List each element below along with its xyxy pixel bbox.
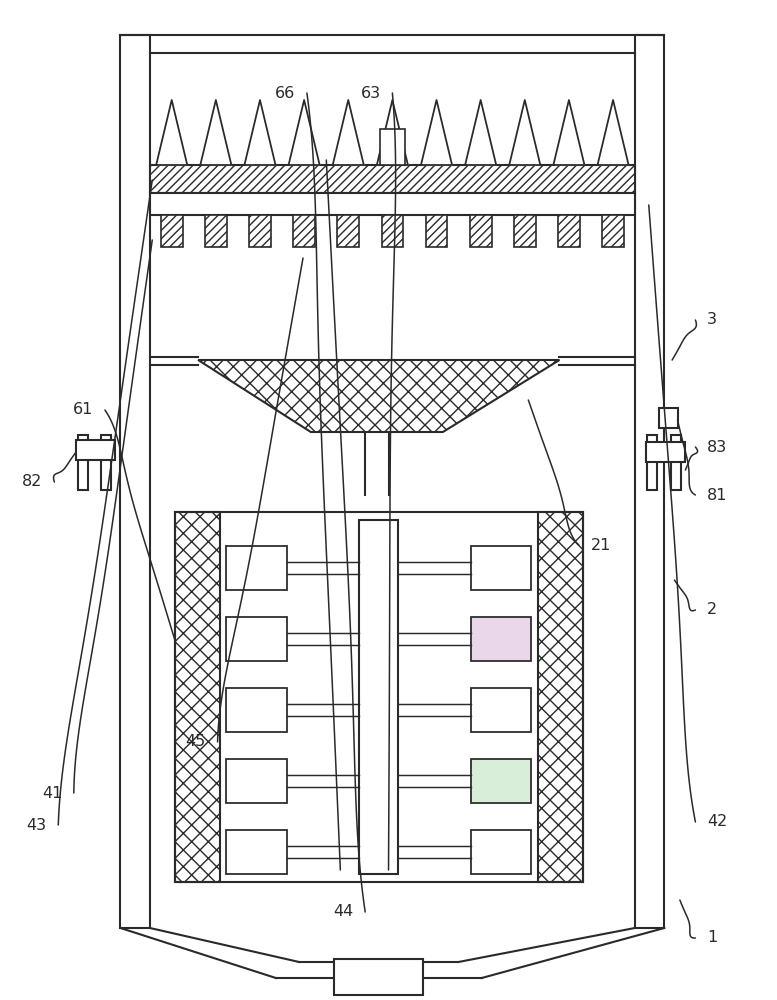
Bar (659, 408, 678, 428)
Text: 2: 2 (707, 602, 717, 617)
Bar (293, 215, 315, 247)
Text: 63: 63 (361, 86, 381, 101)
Bar (120, 35, 150, 928)
Bar (380, 129, 405, 165)
Bar (337, 215, 359, 247)
Bar (334, 959, 423, 995)
Bar (226, 546, 287, 590)
Bar (426, 215, 448, 247)
Text: 43: 43 (26, 818, 47, 832)
Bar (558, 215, 580, 247)
Bar (175, 512, 583, 882)
Text: 66: 66 (275, 86, 295, 101)
Bar (249, 215, 271, 247)
Text: 83: 83 (707, 440, 727, 454)
Bar (471, 688, 531, 732)
Bar (161, 215, 183, 247)
Bar (205, 215, 227, 247)
Polygon shape (200, 100, 232, 165)
Text: 42: 42 (707, 814, 727, 830)
Polygon shape (156, 100, 187, 165)
Polygon shape (333, 100, 364, 165)
Bar (471, 830, 531, 874)
Bar (602, 215, 624, 247)
Text: 44: 44 (333, 904, 354, 920)
Polygon shape (288, 100, 319, 165)
Bar (175, 512, 220, 882)
Bar (226, 688, 287, 732)
Bar (647, 435, 657, 490)
Bar (101, 435, 111, 490)
Text: 45: 45 (186, 734, 206, 750)
Bar (150, 165, 635, 193)
Polygon shape (598, 100, 629, 165)
Bar (471, 546, 531, 590)
Bar (514, 215, 535, 247)
Bar (359, 520, 399, 874)
Polygon shape (553, 100, 584, 165)
Polygon shape (509, 100, 540, 165)
Bar (226, 617, 287, 661)
Bar (635, 35, 664, 928)
Bar (150, 193, 635, 215)
Polygon shape (465, 100, 497, 165)
Text: 61: 61 (73, 402, 93, 418)
Text: 21: 21 (591, 538, 611, 552)
Text: 81: 81 (707, 488, 727, 502)
Bar (470, 215, 492, 247)
Bar (471, 617, 531, 661)
Bar (226, 759, 287, 803)
Bar (671, 435, 681, 490)
Bar (78, 435, 88, 490)
Bar (538, 512, 583, 882)
Polygon shape (377, 100, 408, 165)
Text: 1: 1 (707, 930, 717, 946)
Polygon shape (245, 100, 276, 165)
Polygon shape (198, 360, 559, 432)
Polygon shape (421, 100, 452, 165)
Bar (382, 215, 403, 247)
Bar (226, 830, 287, 874)
Text: 3: 3 (707, 312, 717, 328)
Bar (76, 440, 115, 460)
Text: 82: 82 (23, 475, 43, 489)
Bar (471, 759, 531, 803)
Text: 41: 41 (42, 786, 62, 800)
Bar (646, 442, 685, 462)
